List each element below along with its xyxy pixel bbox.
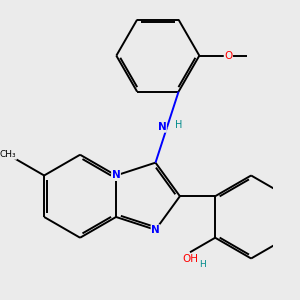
Text: H: H <box>175 120 183 130</box>
Text: N: N <box>112 170 120 181</box>
Text: O: O <box>224 51 232 61</box>
Text: CH₃: CH₃ <box>0 150 16 159</box>
Text: OH: OH <box>182 254 198 264</box>
Text: N: N <box>158 122 166 132</box>
Text: H: H <box>200 260 206 269</box>
Text: N: N <box>151 225 160 235</box>
